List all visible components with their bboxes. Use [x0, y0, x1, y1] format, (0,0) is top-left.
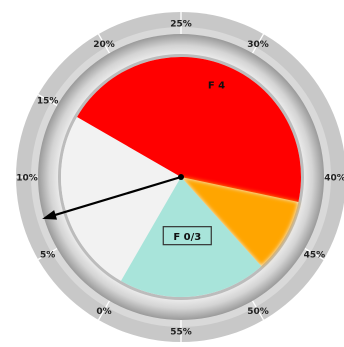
tick-lines	[16, 12, 344, 342]
tick-label-6: 30%	[247, 40, 269, 50]
tick-label-1: 5%	[40, 251, 55, 261]
tick-line-9	[251, 300, 265, 321]
needle-shaft	[49, 175, 182, 218]
band-label-text-3: F 0/3	[173, 232, 201, 243]
band-label-3: F 0/3	[162, 226, 212, 246]
gauge-band-2	[181, 177, 299, 267]
tick-label-0: 0%	[96, 307, 111, 317]
tick-label-5: 25%	[170, 20, 192, 30]
band-label-1: F 4	[208, 81, 225, 92]
tick-label-8: 45%	[304, 251, 326, 261]
gauge-band-3	[121, 177, 262, 297]
tick-label-10: 55%	[170, 328, 192, 338]
tick-label-3: 15%	[37, 97, 59, 107]
tick-labels: 0% 5% 10% 15% 20% 25% 30% 40% 45% 50% 55%	[16, 20, 344, 338]
band-label-box-3	[162, 226, 212, 246]
tick-label-2: 10%	[16, 174, 38, 184]
tick-line-0	[97, 300, 111, 321]
tick-line-1	[37, 247, 58, 261]
needle-hub	[178, 174, 184, 180]
tick-label-9: 50%	[247, 307, 269, 317]
needle	[42, 174, 184, 220]
tick-line-4	[97, 33, 111, 54]
tick-line-6	[251, 33, 265, 54]
gauge-band-1	[77, 56, 302, 202]
band-labels: F 4 F 0/3	[162, 81, 225, 246]
tick-label-4: 20%	[93, 40, 115, 50]
tick-line-3	[37, 93, 58, 107]
tick-line-8	[304, 247, 325, 261]
tick-label-7: 40%	[324, 174, 344, 184]
needle-arrowhead	[42, 210, 58, 220]
gauge-band-0	[60, 117, 181, 281]
gauge-bands	[60, 56, 302, 297]
